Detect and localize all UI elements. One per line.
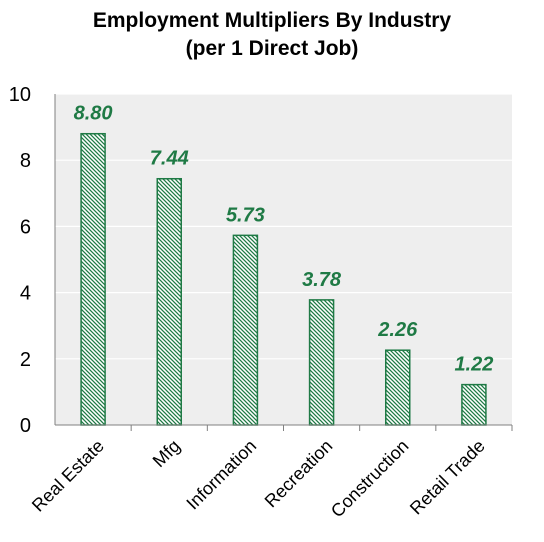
data-label: 2.26	[377, 319, 418, 341]
gridlines	[55, 93, 512, 360]
bar-real-estate	[80, 132, 106, 426]
bars	[80, 132, 487, 426]
bar-recreation	[308, 299, 335, 426]
axes	[54, 94, 513, 431]
y-tick-label: 8	[20, 150, 31, 172]
y-tick-label: 4	[20, 283, 31, 305]
bar-mfg	[156, 177, 182, 426]
x-category-label: Construction	[327, 436, 413, 522]
y-axis-ticks: 0 2 4 6 8 10	[9, 84, 31, 437]
data-label: 7.44	[150, 148, 189, 170]
chart-subtitle: (per 1 Direct Job)	[186, 37, 359, 60]
data-label: 8.80	[74, 103, 113, 125]
chart-title: Employment Multipliers By Industry	[93, 9, 452, 32]
data-label: 5.73	[226, 204, 265, 226]
bar-retail-trade	[461, 383, 487, 426]
y-tick-label: 6	[20, 216, 31, 238]
x-category-label: Real Estate	[28, 436, 108, 516]
bar-construction	[385, 349, 411, 426]
y-tick-label: 0	[20, 415, 31, 437]
y-tick-label: 10	[9, 84, 31, 106]
x-category-label: Retail Trade	[406, 436, 489, 519]
x-category-label: Mfg	[149, 436, 184, 471]
data-labels: 8.80 7.44 5.73 3.78 2.26 1.22	[74, 103, 494, 376]
plot-area	[55, 94, 512, 425]
x-category-label: Recreation	[261, 436, 337, 512]
data-label: 3.78	[302, 269, 342, 291]
x-category-label: Information	[182, 436, 260, 514]
data-label: 1.22	[454, 354, 493, 376]
y-tick-label: 2	[20, 349, 31, 371]
bar-information	[232, 234, 259, 426]
